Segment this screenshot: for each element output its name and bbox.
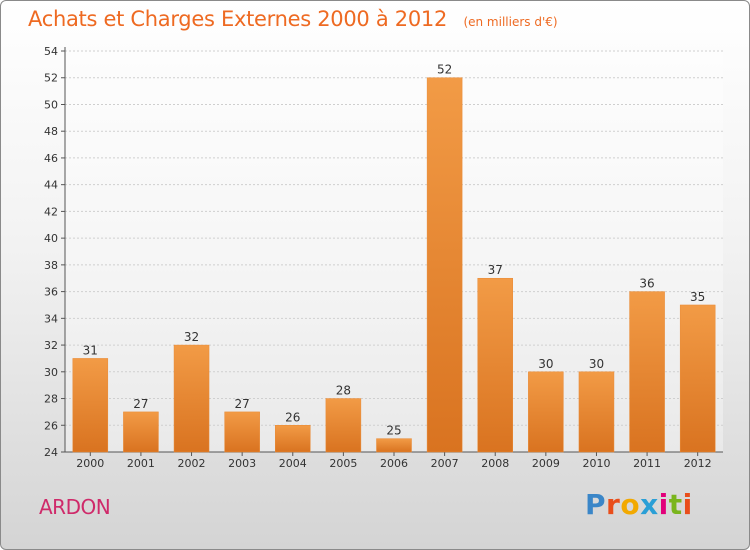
bar-2006 — [376, 438, 412, 453]
x-tick-label: 2002 — [178, 457, 206, 470]
y-tick-label: 50 — [44, 98, 58, 111]
title-unit: (en milliers d'€) — [463, 15, 558, 29]
bar-2003 — [224, 411, 260, 453]
data-label: 30 — [589, 357, 604, 371]
y-tick-label: 34 — [44, 312, 58, 325]
y-tick-label: 38 — [44, 259, 58, 272]
y-tick-label: 42 — [44, 205, 58, 218]
bar-2007 — [426, 77, 463, 453]
x-tick-label: 2006 — [380, 457, 408, 470]
bar-2012 — [679, 304, 716, 453]
data-label: 30 — [538, 357, 553, 371]
bar-2011 — [629, 291, 665, 453]
data-label: 31 — [83, 343, 98, 357]
y-tick-labels: 24 26 28 30 32 34 36 38 40 42 44 46 48 50 52 54 — [44, 45, 58, 459]
bar-2001 — [123, 411, 159, 453]
logo-letter: o — [620, 488, 641, 521]
x-tick-label: 2007 — [431, 457, 459, 470]
city-name: ARDON — [39, 495, 111, 519]
x-tick-label: 2012 — [684, 457, 712, 470]
data-label: 28 — [336, 384, 351, 398]
x-tick-label: 2010 — [582, 457, 610, 470]
x-tick-label: 2003 — [228, 457, 256, 470]
data-label: 37 — [488, 263, 503, 277]
y-tick-label: 30 — [44, 366, 58, 379]
y-tick-label: 44 — [44, 179, 58, 192]
data-label: 26 — [285, 410, 300, 424]
data-label: 36 — [639, 277, 654, 291]
logo-letter: i — [682, 488, 693, 521]
logo-letter: t — [668, 488, 683, 521]
y-tick-label: 24 — [44, 446, 58, 459]
x-tick-label: 2005 — [329, 457, 357, 470]
data-label: 32 — [184, 330, 199, 344]
bar-2009 — [528, 371, 564, 453]
title-text: Achats et Charges Externes 2000 à 2012 — [28, 7, 448, 31]
logo-letter: x — [640, 488, 659, 521]
x-tick-label: 2008 — [481, 457, 509, 470]
y-tick-label: 40 — [44, 232, 58, 245]
bar-2005 — [325, 398, 362, 453]
proxiti-logo[interactable]: Proxiti — [585, 488, 693, 521]
x-tick-label: 2001 — [127, 457, 155, 470]
y-tick-label: 26 — [44, 419, 58, 432]
data-labels: 31 27 32 27 26 28 25 52 37 30 30 36 35 — [83, 63, 706, 438]
data-label: 35 — [690, 290, 705, 304]
x-tick-labels: 2000 2001 2002 2003 2004 2005 2006 2007 2008 2009… — [76, 457, 711, 470]
data-label: 52 — [437, 63, 452, 77]
grid-lines — [65, 50, 723, 453]
y-tick-label: 36 — [44, 286, 58, 299]
data-label: 27 — [235, 397, 250, 411]
y-tick-label: 48 — [44, 125, 58, 138]
chart-title: Achats et Charges Externes 2000 à 2012 (… — [28, 7, 558, 31]
y-tick-label: 28 — [44, 393, 58, 406]
x-tick-label: 2004 — [279, 457, 307, 470]
data-label: 27 — [133, 397, 148, 411]
x-tick-label: 2011 — [633, 457, 661, 470]
x-tick-label: 2009 — [532, 457, 560, 470]
bars — [72, 77, 716, 453]
data-label: 25 — [386, 424, 401, 438]
bar-2004 — [275, 425, 311, 453]
logo-letter: P — [585, 488, 607, 521]
bar-2010 — [578, 371, 615, 453]
y-tick-label: 52 — [44, 72, 58, 85]
plot-area — [65, 51, 723, 452]
logo-letter: r — [606, 488, 621, 521]
bar-2008 — [477, 277, 513, 453]
bar-2000 — [72, 358, 109, 453]
bar-2002 — [173, 344, 210, 453]
y-tick-label: 46 — [44, 152, 58, 165]
x-tick-label: 2000 — [76, 457, 104, 470]
y-tick-label: 32 — [44, 339, 58, 352]
logo-letter: i — [658, 488, 669, 521]
y-tick-label: 54 — [44, 45, 58, 58]
